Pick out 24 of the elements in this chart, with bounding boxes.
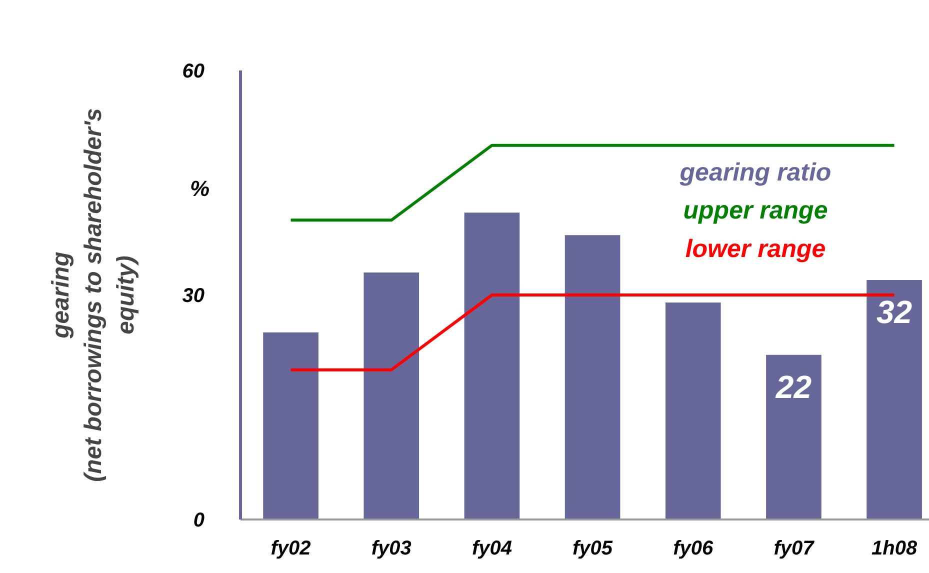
- x-tick-label: fy02: [270, 538, 311, 560]
- x-tick-label: fy07: [774, 538, 815, 560]
- x-tick-label: fy03: [371, 538, 412, 560]
- y-tick-label: 30: [182, 285, 205, 307]
- y-axis-title: gearing (net borrowings to shareholder's equity): [47, 108, 140, 482]
- text: upper range: [683, 196, 828, 225]
- bar: [866, 280, 922, 520]
- y-tick-label: 0: [193, 510, 204, 532]
- x-tick-label: fy06: [673, 538, 714, 560]
- x-tick-label: fy05: [572, 538, 614, 560]
- bar: [464, 212, 520, 520]
- data-label: 32: [876, 294, 912, 330]
- text: %: [190, 175, 210, 203]
- series-label: lower range: [685, 234, 826, 263]
- x-tick-label: 1h08: [872, 538, 918, 560]
- x-tick-label: fy04: [472, 538, 512, 560]
- data-label: 22: [774, 368, 812, 405]
- bar: [766, 354, 822, 520]
- bar: [263, 332, 318, 520]
- text: gearing ratio: [678, 158, 832, 186]
- bar: [665, 302, 721, 520]
- bar: [364, 272, 420, 520]
- y-tick-label: 60: [182, 60, 205, 82]
- bar: [564, 235, 620, 520]
